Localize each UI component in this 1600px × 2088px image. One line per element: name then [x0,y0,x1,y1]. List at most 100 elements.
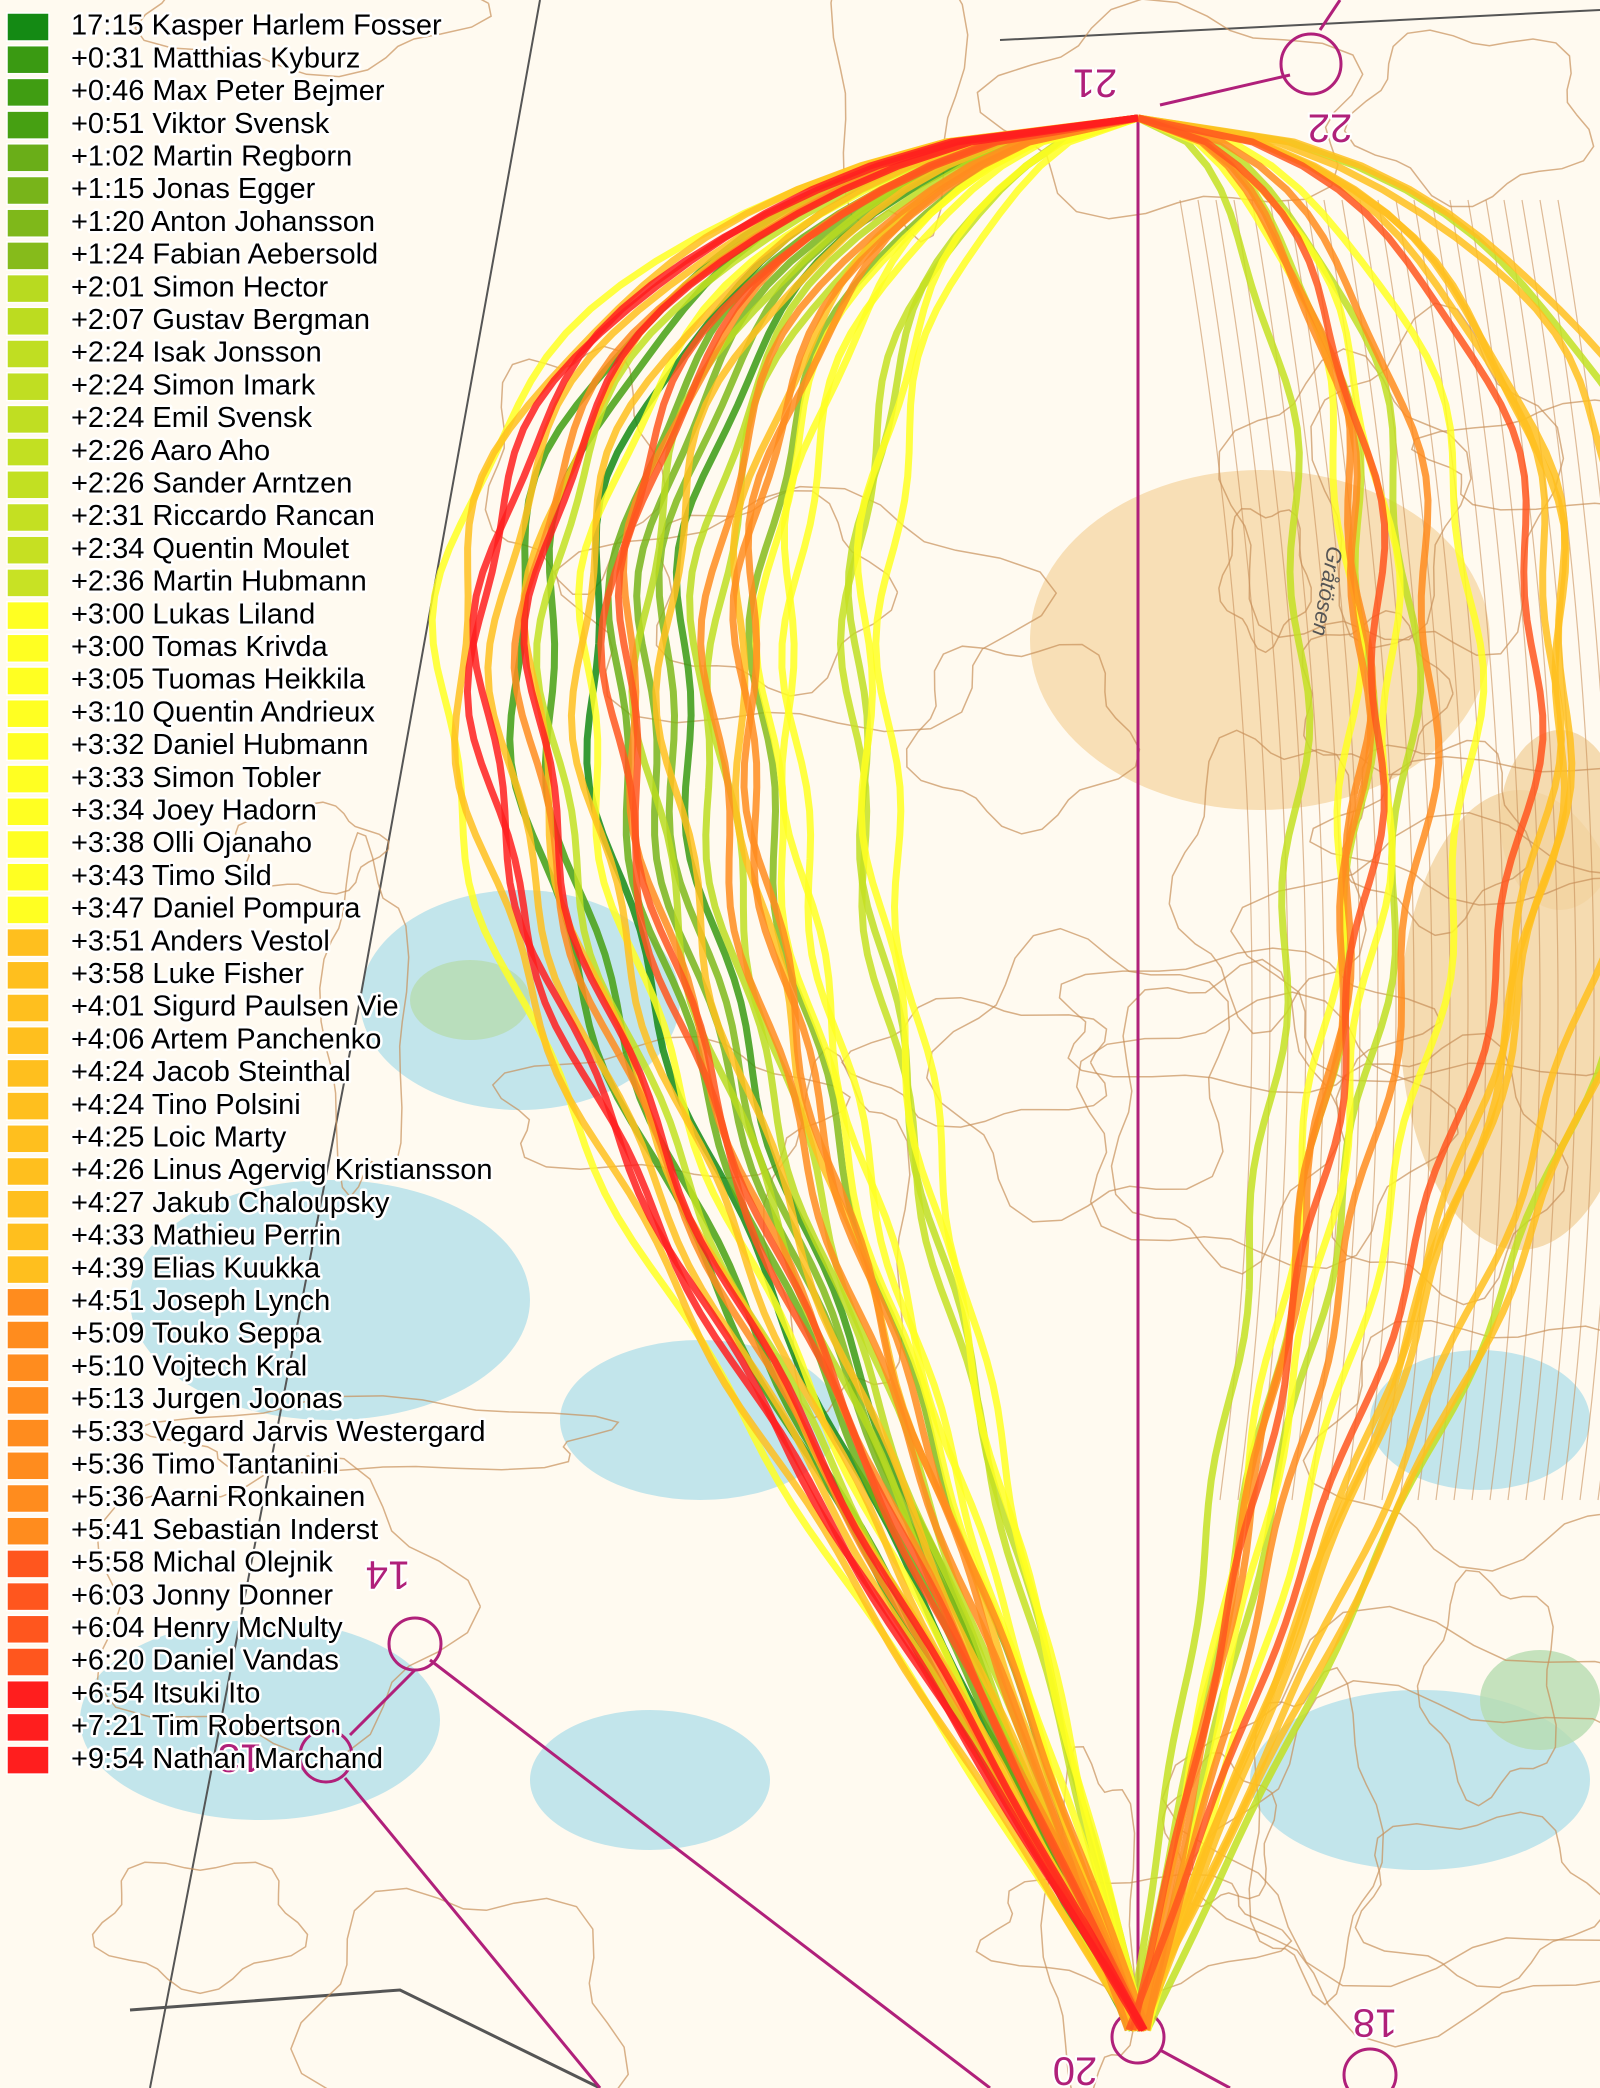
contour [1410,399,1600,511]
course [298,0,1398,2088]
legend-label: +3:32 Daniel Hubmann [71,729,368,761]
legend-label: +5:13 Jurgen Joonas [71,1383,343,1415]
contour [1040,1746,1137,2088]
legend-label: +3:00 Lukas Liland [71,598,315,630]
legend-swatch [6,1745,50,1775]
legend-label: +3:33 Simon Tobler [71,762,321,794]
legend-swatch [6,1418,50,1448]
contour [1230,811,1600,1083]
legend-swatch [6,1156,50,1187]
contour [1251,199,1325,1501]
legend-label: +3:51 Anders Vestol [71,925,330,957]
course-leg [1159,2048,1231,2088]
legend-swatch [6,1058,50,1089]
route [1129,114,1389,2031]
legend-label: +4:39 Elias Kuukka [71,1252,321,1284]
marsh [80,1620,440,1820]
legend-label: +3:10 Quentin Andrieux [71,696,375,728]
legend-label: +7:21 Tim Robertson [71,1710,341,1742]
route [1125,114,1547,2032]
contour [1179,199,1253,1501]
legend-label: +2:24 Simon Imark [71,369,316,401]
legend-swatch [6,927,50,958]
legend-label: +2:36 Martin Hubmann [71,566,367,598]
legend-swatch [6,1189,50,1219]
legend-swatch [6,1254,50,1285]
contour [234,801,390,895]
contour [1309,755,1600,906]
contour [134,0,492,78]
route [463,114,1148,2032]
legend-label: +3:38 Olli Ojanaho [71,827,312,859]
legend-swatch [6,404,50,435]
legend-swatch [6,1025,50,1056]
path [149,0,541,2088]
legend-swatch [6,470,50,500]
legend-label: +3:00 Tomas Krivda [71,631,328,663]
control-number: 21 [1073,60,1118,104]
legend-label: +2:07 Gustav Bergman [71,304,370,336]
contour [1287,199,1361,1501]
routes [428,114,1600,2032]
contour [926,927,1231,1223]
contour [1503,199,1577,1501]
legend-label: +3:47 Daniel Pompura [71,893,361,925]
legend-label: +2:34 Quentin Moulet [71,533,349,565]
legend-label: +4:26 Linus Agervig Kristiansson [71,1154,493,1186]
route [1135,114,1565,2032]
legend-label: +1:20 Anton Johansson [71,206,375,238]
route [778,114,1147,2032]
contour [91,1861,309,1995]
legend-swatch [6,175,50,206]
legend-swatch [6,797,50,827]
legend-label: +0:31 Matthias Kyburz [71,42,360,74]
legend-label: +4:24 Tino Polsini [71,1089,301,1121]
legend-label: +2:01 Simon Hector [71,271,328,303]
legend-label: +3:58 Luke Fisher [71,958,304,990]
legend-label: +5:36 Aarni Ronkainen [71,1481,365,1513]
legend-label: +5:10 Vojtech Kral [71,1350,307,1382]
legend-label: +4:27 Jakub Chaloupsky [71,1187,390,1219]
legend-swatch [6,110,50,140]
legend-label: +4:06 Artem Panchenko [71,1023,381,1055]
route [1128,114,1600,2032]
legend-swatch [6,1516,50,1546]
legend-label: +6:04 Henry McNulty [71,1612,343,1644]
control-number: 18 [1353,2000,1398,2044]
route [583,114,1146,2032]
legend-label: +4:33 Mathieu Perrin [71,1220,341,1252]
legend-swatch [6,306,50,337]
legend-swatch [6,1091,50,1121]
legend-swatch [6,241,50,271]
contour [491,1035,851,1179]
vegetation [1480,1650,1600,1750]
marsh [130,1180,530,1420]
contour [1110,958,1342,1275]
course-leg [1159,73,1291,107]
legend-label: +2:31 Riccardo Rancan [71,500,375,532]
legend-label: +9:54 Nathan Marchand [71,1743,383,1775]
legend-swatch [6,77,50,108]
route [597,114,1148,2032]
legend-swatch [6,1647,50,1677]
route [1133,114,1600,2032]
legend-swatch [6,1352,50,1383]
legend-swatch [6,1581,50,1612]
control-number: 14 [366,1552,411,1596]
legend-label: +4:51 Joseph Lynch [71,1285,330,1317]
contour [319,831,410,1199]
contour [1539,199,1600,1501]
legend-swatch [6,1385,50,1416]
route [1137,114,1576,2032]
legend-label: +6:20 Daniel Vandas [71,1645,339,1677]
legend-swatch [6,600,50,631]
control-number: 13 [218,1735,263,1779]
legend-label: +3:05 Tuomas Heikkila [71,664,366,696]
contour [1395,199,1469,1501]
route [567,114,1140,2032]
open-land [1500,730,1600,910]
legend-swatch [6,895,50,925]
legend-label: 17:15 Kasper Harlem Fosser [71,10,442,42]
legend-swatch [6,1222,50,1252]
contour [1168,729,1367,1035]
